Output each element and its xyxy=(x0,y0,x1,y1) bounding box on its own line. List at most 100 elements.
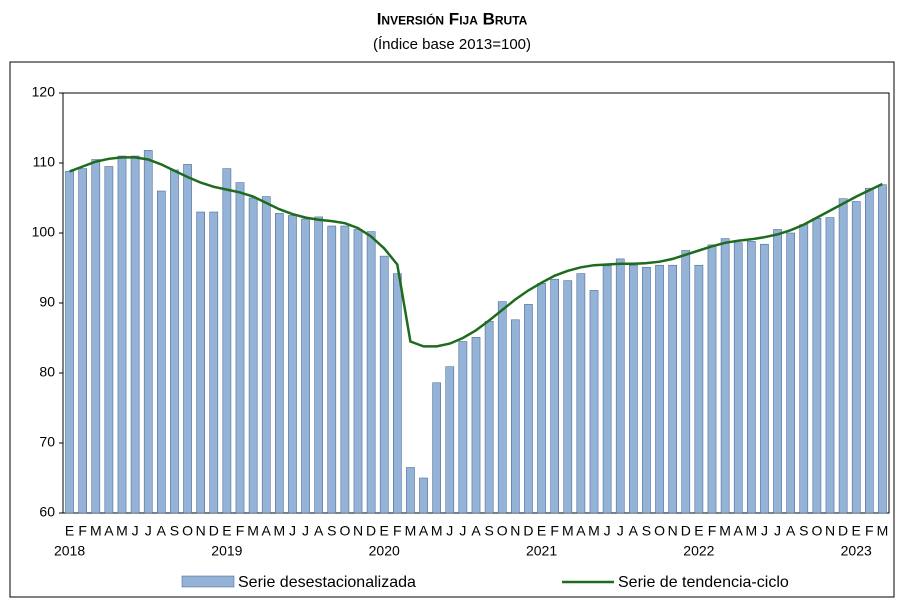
bar xyxy=(511,319,520,514)
x-tick-label: O xyxy=(182,523,193,539)
x-tick-label: F xyxy=(708,523,717,539)
x-tick-label: J xyxy=(774,523,781,539)
bar xyxy=(183,164,192,514)
bar xyxy=(878,184,887,514)
x-tick-label: F xyxy=(550,523,559,539)
bar xyxy=(629,264,638,514)
x-tick-label: E xyxy=(380,523,389,539)
bar xyxy=(248,197,258,514)
x-tick-label: J xyxy=(132,523,139,539)
bar xyxy=(681,250,691,514)
y-tick-label: 110 xyxy=(33,154,56,170)
x-tick-label: O xyxy=(811,523,822,539)
x-tick-label: S xyxy=(642,523,651,539)
x-tick-label: N xyxy=(510,523,520,539)
bar xyxy=(720,238,730,514)
x-tick-label: N xyxy=(825,523,835,539)
x-tick-label: A xyxy=(576,523,586,539)
bar xyxy=(170,169,179,514)
x-tick-label: E xyxy=(537,523,546,539)
x-tick-label: J xyxy=(145,523,152,539)
x-tick-label: S xyxy=(327,523,336,539)
x-tick-label: E xyxy=(222,523,231,539)
bar xyxy=(865,187,874,514)
x-tick-label: M xyxy=(877,523,889,539)
x-tick-label: N xyxy=(668,523,678,539)
bar xyxy=(196,211,205,514)
x-tick-label: E xyxy=(65,523,74,539)
x-tick-label: J xyxy=(289,523,296,539)
bar xyxy=(786,232,795,514)
bar xyxy=(91,159,101,514)
x-tick-label: D xyxy=(366,523,376,539)
bar xyxy=(694,264,704,514)
x-tick-label: J xyxy=(302,523,309,539)
x-tick-label: M xyxy=(562,523,574,539)
x-tick-label: A xyxy=(262,523,272,539)
bar xyxy=(497,301,507,514)
y-tick-label: 100 xyxy=(32,224,56,240)
bar xyxy=(642,267,651,514)
bar xyxy=(484,320,494,514)
x-tick-label: M xyxy=(745,523,757,539)
bar xyxy=(301,218,310,514)
x-tick-label: A xyxy=(471,523,481,539)
bar xyxy=(550,278,559,514)
year-label: 2019 xyxy=(211,543,242,559)
x-tick-label: M xyxy=(116,523,128,539)
bar xyxy=(838,198,848,514)
year-label: 2021 xyxy=(526,543,557,559)
bar xyxy=(419,477,428,514)
x-tick-label: F xyxy=(393,523,402,539)
x-tick-label: S xyxy=(170,523,179,539)
bar xyxy=(799,224,809,514)
bar xyxy=(576,273,586,514)
bar xyxy=(78,168,87,514)
x-tick-label: J xyxy=(446,523,453,539)
x-tick-label: D xyxy=(209,523,219,539)
bar xyxy=(117,155,127,514)
bar xyxy=(537,283,546,514)
x-tick-label: M xyxy=(719,523,731,539)
bar xyxy=(157,190,166,514)
bar xyxy=(563,280,573,514)
bar xyxy=(773,229,782,514)
bar xyxy=(209,211,219,514)
x-tick-label: A xyxy=(629,523,639,539)
bar xyxy=(327,225,337,514)
x-tick-label: A xyxy=(419,523,429,539)
x-tick-label: M xyxy=(90,523,102,539)
bar xyxy=(524,304,533,514)
legend-label: Serie desestacionalizada xyxy=(238,574,416,591)
y-tick-label: 60 xyxy=(39,504,55,520)
bar xyxy=(733,242,743,514)
bar xyxy=(458,341,468,514)
chart-title: Inversión Fija Bruta xyxy=(377,9,528,28)
y-tick-label: 70 xyxy=(39,434,55,450)
x-tick-label: E xyxy=(694,523,703,539)
legend-label: Serie de tendencia-ciclo xyxy=(618,574,789,591)
x-tick-label: O xyxy=(339,523,350,539)
x-tick-label: S xyxy=(799,523,808,539)
bar xyxy=(353,229,363,514)
x-tick-label: A xyxy=(104,523,114,539)
x-tick-label: J xyxy=(459,523,466,539)
x-tick-label: M xyxy=(588,523,600,539)
bar xyxy=(261,196,271,514)
bar xyxy=(825,217,835,514)
x-tick-label: F xyxy=(236,523,245,539)
x-tick-label: A xyxy=(734,523,744,539)
bar xyxy=(275,213,284,514)
x-tick-label: J xyxy=(604,523,611,539)
bar xyxy=(589,290,599,514)
bar xyxy=(432,382,441,514)
x-tick-label: J xyxy=(617,523,624,539)
bar xyxy=(615,258,625,514)
chart-subtitle: (Índice base 2013=100) xyxy=(373,36,531,53)
bar xyxy=(222,168,232,514)
bar xyxy=(366,231,376,514)
x-tick-label: F xyxy=(865,523,874,539)
x-tick-label: N xyxy=(353,523,363,539)
x-tick-label: A xyxy=(157,523,167,539)
bar xyxy=(314,216,323,514)
